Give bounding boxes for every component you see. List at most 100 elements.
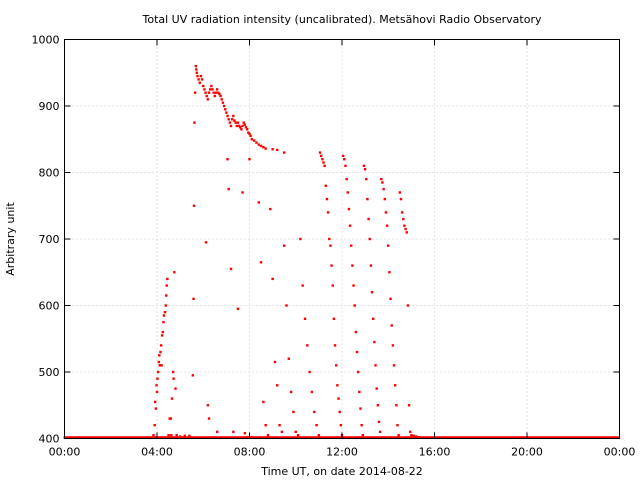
data-point: [257, 201, 260, 204]
data-point: [195, 68, 198, 71]
data-point: [163, 310, 167, 314]
data-point: [276, 384, 279, 387]
data-point: [195, 71, 198, 74]
data-point: [280, 430, 284, 434]
data-point: [217, 91, 220, 94]
data-point: [264, 147, 267, 150]
data-point: [355, 350, 359, 354]
data-point: [192, 297, 195, 301]
data-point: [396, 424, 399, 427]
data-point: [162, 320, 165, 324]
data-point: [351, 264, 354, 267]
data-point: [403, 224, 406, 227]
data-point: [333, 344, 337, 347]
data-point: [225, 111, 228, 114]
data-point: [237, 124, 241, 128]
data-point: [409, 430, 412, 434]
y-tick-label: 500: [39, 366, 60, 379]
data-point: [303, 317, 307, 320]
data-point: [156, 370, 160, 374]
data-point: [377, 420, 381, 424]
data-point: [361, 433, 365, 437]
data-point: [354, 330, 358, 334]
y-tick-label: 1000: [32, 34, 60, 47]
data-point: [249, 134, 252, 138]
data-point: [331, 284, 334, 287]
data-point: [360, 424, 363, 427]
data-point: [192, 204, 196, 207]
y-tick-label: 700: [39, 233, 60, 246]
data-point: [245, 128, 249, 131]
data-point: [346, 191, 349, 194]
data-point: [208, 88, 212, 91]
data-point: [370, 291, 374, 294]
data-point: [329, 244, 332, 247]
data-point: [214, 91, 218, 94]
data-point: [169, 417, 173, 420]
data-point: [204, 241, 208, 244]
data-point: [389, 297, 392, 301]
data-point: [387, 244, 390, 247]
data-point: [194, 64, 198, 68]
data-point: [244, 126, 248, 129]
x-axis-title: Time UT, on date 2014-08-22: [260, 465, 423, 478]
data-point: [356, 370, 360, 374]
data-point: [211, 88, 214, 91]
data-point: [296, 433, 300, 437]
data-point: [289, 390, 293, 394]
data-point: [257, 143, 260, 146]
data-point: [239, 126, 242, 129]
data-point: [367, 217, 370, 221]
data-point: [282, 244, 286, 247]
data-point: [330, 264, 333, 267]
data-point: [236, 307, 240, 311]
data-point: [321, 158, 324, 161]
data-point: [161, 330, 164, 334]
data-point: [200, 78, 204, 81]
data-point: [233, 119, 236, 122]
data-point: [310, 390, 314, 394]
axis-ticks: 00:00 04:00 08:00 12:00 16:00 20:00 00:0040050…: [32, 34, 636, 459]
data-point: [183, 434, 186, 438]
data-point: [322, 161, 325, 164]
data-point: [206, 98, 210, 101]
data-point: [617, 436, 620, 439]
data-point: [159, 344, 163, 347]
data-point: [397, 433, 400, 437]
data-point: [191, 374, 195, 377]
data-point: [285, 304, 288, 307]
data-point: [318, 151, 322, 154]
data-point: [376, 404, 380, 407]
data-point: [412, 434, 415, 438]
data-point: [232, 114, 235, 118]
data-point: [365, 177, 368, 181]
data-point: [204, 91, 207, 94]
data-point: [406, 304, 410, 307]
data-point: [313, 410, 316, 414]
data-point: [266, 433, 270, 437]
data-point: [241, 191, 244, 194]
data-point: [202, 84, 205, 88]
data-point: [399, 197, 403, 201]
data-point: [247, 131, 250, 134]
x-tick-label: 20:00: [511, 446, 543, 459]
data-point: [345, 177, 348, 181]
data-point: [227, 187, 230, 191]
data-point: [359, 407, 362, 410]
data-point: [262, 146, 265, 149]
data-point: [170, 397, 174, 400]
data-point: [369, 264, 373, 267]
data-point: [339, 424, 343, 427]
x-tick-label: 04:00: [141, 446, 173, 459]
data-point: [213, 94, 217, 98]
data-point: [153, 424, 156, 427]
data-point: [402, 217, 405, 221]
data-point: [229, 124, 233, 128]
data-point: [414, 435, 418, 438]
data-point: [292, 410, 295, 414]
data-point: [170, 433, 173, 437]
data-point: [282, 151, 286, 154]
data-point: [383, 197, 386, 201]
data-point: [236, 121, 240, 124]
